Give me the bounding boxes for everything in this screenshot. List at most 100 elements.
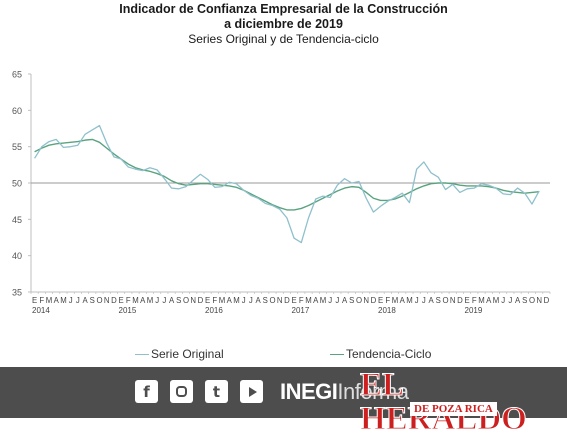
x-month-label-2019-1: E [465,296,470,305]
legend-item-trend: Tendencia-Ciclo [330,347,431,361]
x-month-label-2017-11: N [363,296,369,305]
inegi-wordmark: INEGI [280,379,338,404]
x-month-label-2015-5: M [147,296,154,305]
x-month-label-2016-9: S [263,296,268,305]
x-month-label-2017-8: A [342,296,348,305]
x-month-label-2014-6: J [69,296,73,305]
x-month-label-2014-10: O [96,296,102,305]
x-month-label-2018-12: D [457,296,463,305]
x-month-label-2019-9: S [522,296,527,305]
x-month-label-2015-1: E [119,296,124,305]
x-month-label-2018-10: O [442,296,448,305]
x-month-label-2019-12: D [544,296,550,305]
y-tick-label-55: 55 [12,142,22,152]
x-month-label-2015-2: F [126,296,131,305]
x-month-label-2018-2: F [385,296,390,305]
x-month-label-2019-3: M [478,296,485,305]
x-month-label-2014-1: E [32,296,37,305]
y-tick-label-35: 35 [12,288,22,298]
x-month-label-2015-7: J [162,296,166,305]
x-month-label-2019-11: N [536,296,542,305]
y-tick-label-60: 60 [12,106,22,116]
x-month-label-2018-1: E [378,296,383,305]
legend-label-trend: Tendencia-Ciclo [346,347,432,361]
x-year-label-2015: 2015 [119,306,137,315]
x-month-label-2014-9: S [90,296,95,305]
y-tick-label-45: 45 [12,215,22,225]
x-month-label-2016-8: A [255,296,261,305]
x-month-label-2015-10: O [183,296,189,305]
x-year-label-2017: 2017 [292,306,310,315]
x-month-label-2017-10: O [356,296,362,305]
x-month-label-2015-12: D [198,296,204,305]
x-month-label-2016-2: F [212,296,217,305]
x-month-label-2016-6: J [242,296,246,305]
de-poza-rica-label: DE POZA RICA [410,402,497,416]
x-month-label-2017-7: J [335,296,339,305]
informa-wordmark: Informa [337,379,409,404]
inegi-informa-logo: INEGIInforma [280,380,409,404]
x-month-label-2017-9: S [349,296,354,305]
legend-item-original: Serie Original [135,347,224,361]
twitter-glyph: t [212,382,221,401]
x-month-label-2014-4: A [54,296,60,305]
series-line-trend [34,138,540,211]
facebook-glyph: f [143,382,150,401]
x-month-label-2015-9: S [176,296,181,305]
x-month-label-2018-11: N [450,296,456,305]
chart-subtitle: Series Original y de Tendencia-ciclo [188,32,379,46]
series-line-original [34,124,540,244]
x-month-label-2018-3: M [392,296,399,305]
instagram-icon[interactable] [170,380,193,403]
x-month-label-2014-2: F [39,296,44,305]
x-month-label-2015-6: J [155,296,159,305]
x-month-label-2015-11: N [190,296,196,305]
x-month-label-2019-10: O [529,296,535,305]
x-month-label-2019-7: J [508,296,512,305]
x-year-label-2019: 2019 [465,306,483,315]
x-month-label-2017-3: M [305,296,312,305]
x-month-label-2017-12: D [371,296,377,305]
x-month-label-2016-12: D [284,296,290,305]
x-year-label-2018: 2018 [378,306,396,315]
x-month-label-2016-7: J [249,296,253,305]
twitter-icon[interactable]: t [205,380,228,403]
x-month-label-2018-6: J [415,296,419,305]
x-month-label-2014-8: A [82,296,88,305]
legend-label-original: Serie Original [151,347,224,361]
x-month-label-2019-6: J [501,296,505,305]
x-month-label-2018-4: A [400,296,406,305]
x-month-label-2016-1: E [205,296,210,305]
x-month-label-2018-7: J [422,296,426,305]
x-month-label-2016-5: M [233,296,240,305]
x-month-label-2017-4: A [313,296,319,305]
chart-title-block: Indicador de Confianza Empresarial de la… [0,2,567,47]
footer-banner: f t INEGIInforma EL HERALDO DE POZA RICA [0,367,567,437]
x-month-label-2019-8: A [515,296,521,305]
x-month-label-2017-2: F [299,296,304,305]
chart-title-line2: a diciembre de 2019 [224,17,343,31]
x-month-label-2015-4: A [140,296,146,305]
x-month-label-2017-5: M [320,296,327,305]
y-tick-label-65: 65 [12,70,22,80]
x-month-label-2014-11: N [104,296,110,305]
x-month-label-2016-4: A [227,296,233,305]
x-month-label-2014-3: M [46,296,53,305]
x-year-label-2016: 2016 [205,306,223,315]
x-month-label-2016-3: M [219,296,226,305]
x-month-label-2014-5: M [60,296,67,305]
chart-legend: Serie Original Tendencia-Ciclo [0,347,567,365]
x-month-label-2014-12: D [111,296,117,305]
x-month-label-2018-8: A [428,296,434,305]
x-month-label-2015-3: M [132,296,139,305]
x-month-label-2019-2: F [472,296,477,305]
chart-title-line1: Indicador de Confianza Empresarial de la… [119,2,448,16]
y-tick-label-40: 40 [12,251,22,261]
legend-swatch-trend [330,353,344,355]
facebook-icon[interactable]: f [135,380,158,403]
youtube-icon[interactable] [240,380,263,403]
x-month-label-2017-6: J [328,296,332,305]
x-month-label-2019-5: M [493,296,500,305]
x-month-label-2016-11: N [277,296,283,305]
